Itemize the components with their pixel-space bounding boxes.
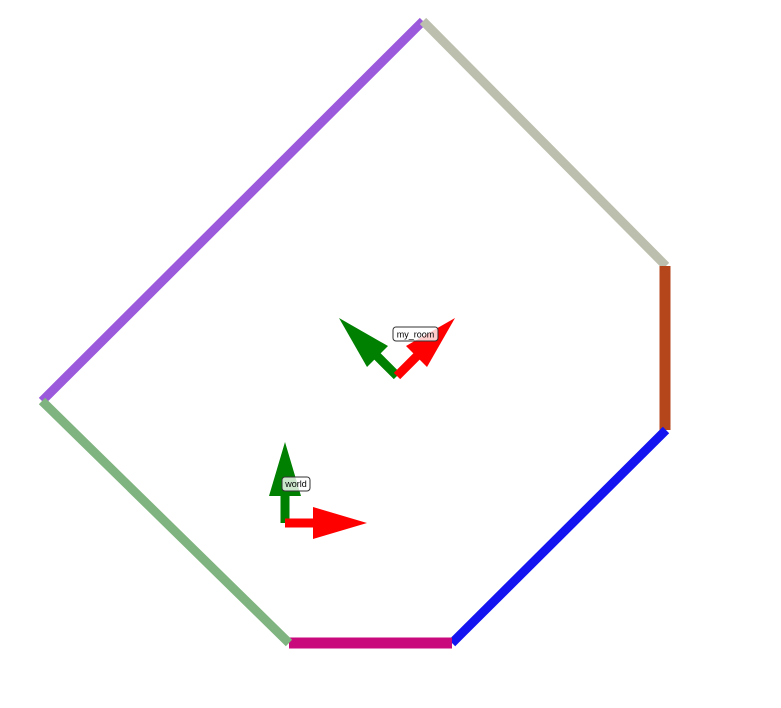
world-x-axis-arrow bbox=[285, 507, 367, 539]
wall-segment-bottom-left bbox=[42, 401, 289, 643]
world-frame: world bbox=[269, 442, 367, 539]
my-room-frame-label: my_room bbox=[393, 327, 438, 341]
wall-segment-top-right bbox=[423, 21, 666, 266]
my-room-frame: my_room bbox=[339, 318, 455, 376]
my-room-label-text: my_room bbox=[397, 330, 435, 340]
world-frame-label: world bbox=[282, 477, 310, 491]
my-room-y-axis-arrow bbox=[339, 318, 397, 376]
wall-segment-bottom-right bbox=[452, 430, 666, 643]
world-label-text: world bbox=[284, 479, 307, 489]
